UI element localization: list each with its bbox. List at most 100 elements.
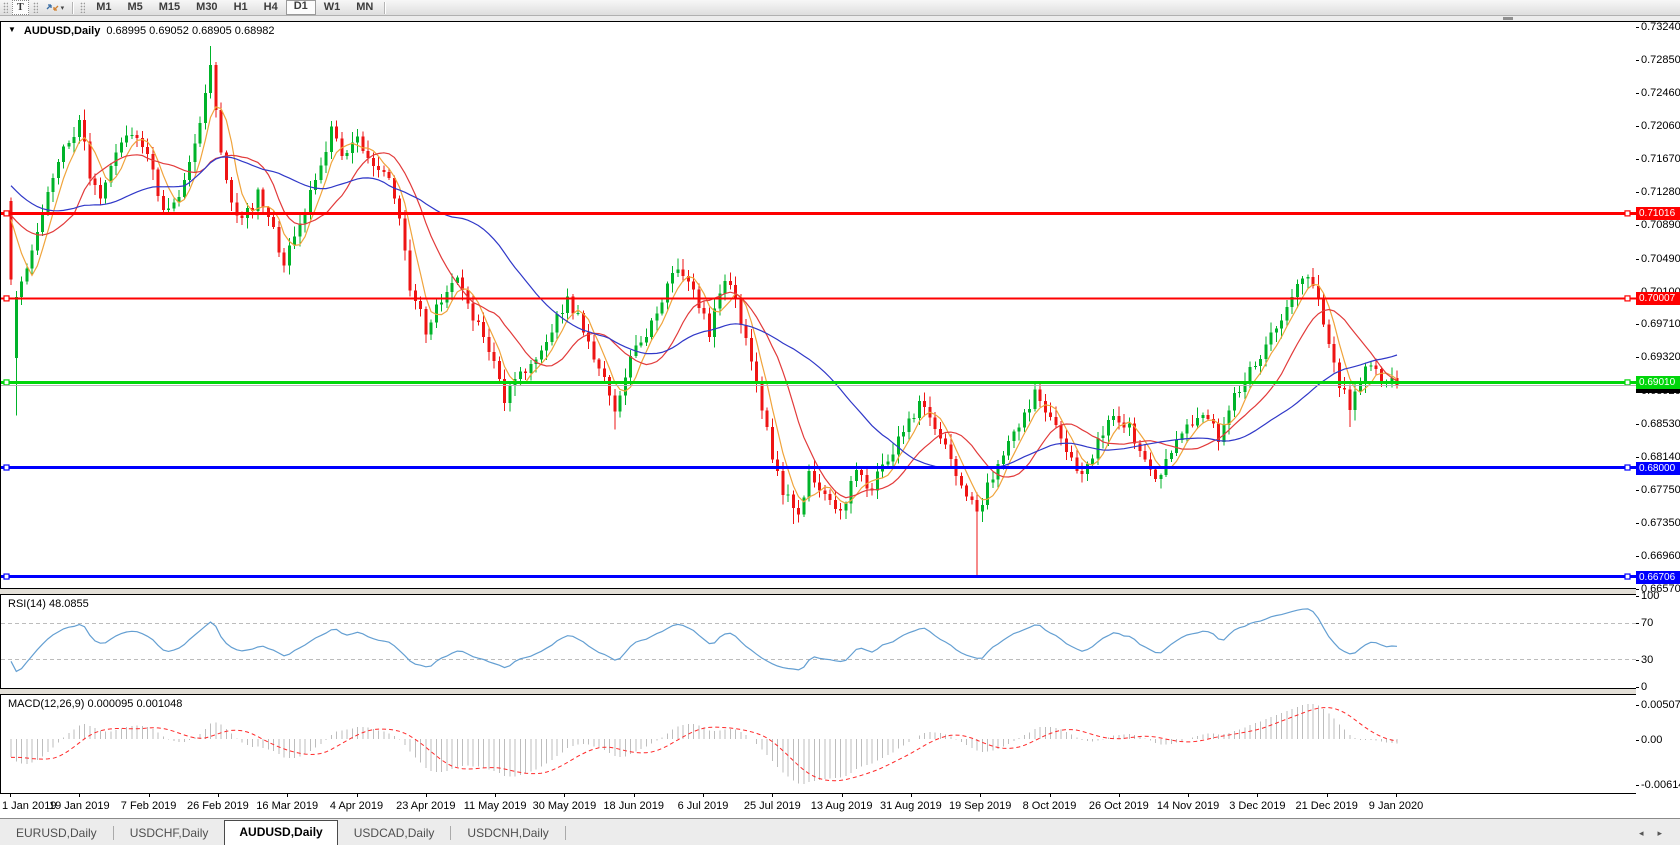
date-tick-label: 11 May 2019: [463, 800, 527, 812]
chart-menu-icon[interactable]: ▼: [8, 25, 16, 34]
price-tick: [1636, 423, 1639, 425]
chart-tab-bar: EURUSD,Daily USDCHF,Daily AUDUSD,Daily USDC…: [0, 818, 1680, 845]
date-tick: [495, 794, 497, 797]
date-tick: [1326, 794, 1328, 797]
macd-pane[interactable]: MACD(12,26,9) 0.000095 0.001048: [0, 694, 1636, 794]
pane-splitter[interactable]: [0, 589, 1636, 594]
tab-usdcnh[interactable]: USDCNH,Daily: [467, 826, 549, 840]
price-tick-label: 0.72060: [1641, 120, 1680, 133]
tab-separator: [564, 826, 566, 840]
top-toolbar: T ▾ M1 M5 M15 M30 H1 H4 D1 W1 MN: [0, 0, 1680, 16]
timeframe-m30[interactable]: M30: [196, 1, 218, 13]
timeframe-m1[interactable]: M1: [96, 1, 112, 13]
tab-usdchf[interactable]: USDCHF,Daily: [129, 826, 209, 840]
date-tick-label: 13 Aug 2019: [810, 800, 873, 812]
toolbar-separator: [72, 1, 75, 14]
price-tick: [1636, 27, 1639, 28]
date-axis: 1 Jan 2019 19 Jan 2019 7 Feb 2019 26 Feb 20…: [0, 794, 1636, 818]
tab-scroll-right-icon[interactable]: ▸: [1657, 828, 1662, 838]
timeframe-m5[interactable]: M5: [127, 1, 143, 13]
chevron-down-icon[interactable]: ▾: [60, 4, 65, 12]
toolbar-grip-icon[interactable]: [3, 2, 8, 13]
price-tick-label: 0.66960: [1641, 550, 1680, 563]
date-tick: [356, 794, 358, 797]
date-tick: [1188, 794, 1190, 797]
date-tick-label: 26 Feb 2019: [187, 800, 249, 812]
timeframe-d1[interactable]: D1: [285, 0, 316, 15]
date-tick: [1396, 794, 1397, 797]
date-tick-label: 25 Jul 2019: [743, 800, 801, 812]
date-tick-label: 21 Dec 2019: [1295, 800, 1358, 812]
macd-tick: [1636, 705, 1639, 706]
rsi-tick: [1636, 596, 1639, 597]
timeframe-m15[interactable]: M15: [158, 1, 181, 13]
tab-separator: [450, 826, 452, 840]
price-tick-label: 0.69710: [1641, 318, 1680, 331]
tab-usdcad[interactable]: USDCAD,Daily: [353, 826, 435, 840]
date-tick-label: 26 Oct 2019: [1088, 800, 1149, 812]
price-tick: [1636, 489, 1639, 491]
date-tick: [10, 794, 11, 797]
arrange-windows-button[interactable]: ▾: [42, 1, 69, 14]
price-tick-label: 0.72850: [1641, 53, 1680, 66]
macd-plot[interactable]: [1, 695, 1636, 793]
candlestick-plot[interactable]: [1, 22, 1636, 588]
chart-window: ▼ AUDUSD,Daily 0.68995 0.69052 0.68905 0…: [0, 21, 1680, 818]
date-tick: [217, 794, 219, 797]
date-tick-label: 18 Jun 2019: [603, 800, 664, 812]
date-tick: [1257, 794, 1259, 797]
tab-scroll-left-icon[interactable]: ◂: [1638, 828, 1644, 838]
date-tick-label: 23 Apr 2019: [396, 800, 456, 812]
macd-tick: [1636, 740, 1639, 741]
price-tick: [1636, 126, 1639, 128]
macd-tick: [1636, 785, 1639, 786]
date-tick: [841, 794, 843, 797]
pane-splitter[interactable]: [0, 689, 1636, 694]
timeframe-w1[interactable]: W1: [323, 1, 341, 13]
date-tick-label: 6 Jul 2019: [677, 800, 729, 812]
price-pane[interactable]: ▼ AUDUSD,Daily 0.68995 0.69052 0.68905 0…: [0, 21, 1636, 589]
tab-audusd[interactable]: AUDUSD,Daily: [224, 820, 338, 845]
top-scroll-strip[interactable]: [0, 16, 1680, 21]
toolbar-grip-icon[interactable]: [80, 2, 86, 13]
price-tick: [1636, 589, 1639, 590]
chart-title: ▼ AUDUSD,Daily 0.68995 0.69052 0.68905 0…: [8, 25, 275, 37]
date-tick: [772, 794, 774, 797]
text-tool-button[interactable]: T: [12, 0, 29, 15]
date-tick: [633, 794, 635, 797]
timeframe-group: M1 M5 M15 M30 H1 H4 D1 W1 MN: [88, 0, 381, 15]
timeframe-h4[interactable]: H4: [263, 1, 278, 13]
timeframe-mn[interactable]: MN: [356, 1, 374, 13]
price-tick: [1636, 291, 1639, 293]
price-tick: [1636, 258, 1639, 260]
hline-price-label: 0.71016: [1636, 207, 1680, 221]
price-tick-label: 0.69320: [1641, 351, 1680, 364]
price-tick: [1636, 556, 1639, 558]
date-tick-label: 3 Dec 2019: [1229, 800, 1286, 812]
scroll-thumb[interactable]: [1503, 17, 1513, 20]
hline-price-label: 0.68000: [1636, 461, 1680, 475]
price-tick: [1636, 159, 1639, 161]
tab-eurusd[interactable]: EURUSD,Daily: [16, 826, 97, 840]
price-tick: [1636, 357, 1639, 359]
rsi-pane[interactable]: RSI(14) 48.0855: [0, 594, 1636, 689]
price-tick-label: 0.68140: [1641, 450, 1680, 463]
rsi-plot[interactable]: [1, 595, 1636, 688]
toolbar-grip-icon[interactable]: [32, 2, 38, 13]
date-tick: [148, 794, 150, 797]
macd-label: MACD(12,26,9) 0.000095 0.001048: [8, 698, 183, 710]
price-tick-label: 0.73240: [1641, 21, 1680, 33]
price-tick: [1636, 456, 1639, 458]
price-tick-label: 0.68530: [1641, 417, 1680, 430]
price-tick: [1636, 59, 1639, 61]
date-tick: [910, 794, 912, 797]
date-tick: [980, 794, 982, 797]
price-tick-label: 0.66570: [1641, 583, 1680, 595]
arrange-icon: [46, 4, 59, 11]
price-tick-label: 0.67750: [1641, 483, 1680, 496]
date-tick-label: 9 Jan 2020: [1368, 800, 1424, 812]
timeframe-h1[interactable]: H1: [233, 1, 248, 13]
price-tick: [1636, 192, 1639, 194]
rsi-label: RSI(14) 48.0855: [8, 598, 89, 610]
